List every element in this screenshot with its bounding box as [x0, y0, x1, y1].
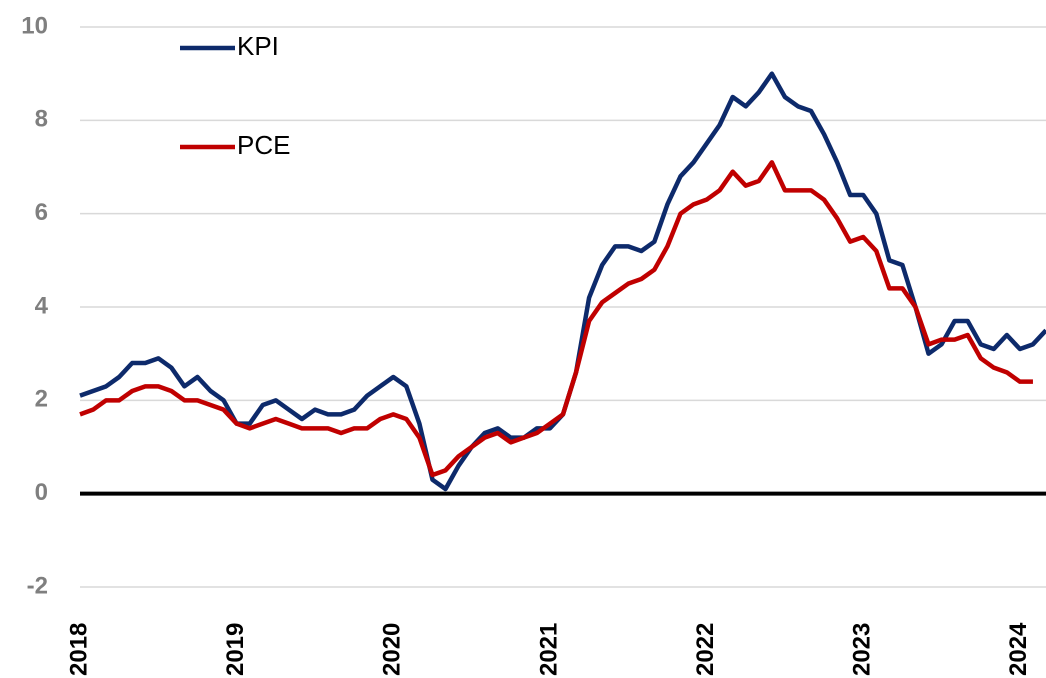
x-tick-label: 2019	[222, 623, 249, 676]
x-tick-label: 2024	[1005, 622, 1032, 676]
y-tick-label: 10	[21, 12, 48, 39]
x-tick-label: 2021	[535, 623, 562, 676]
x-tick-label: 2022	[692, 623, 719, 676]
x-tick-label: 2018	[65, 623, 92, 676]
y-tick-label: -2	[27, 572, 48, 599]
y-tick-label: 2	[35, 386, 48, 413]
x-tick-label: 2020	[379, 623, 406, 676]
y-tick-label: 6	[35, 199, 48, 226]
legend-label: KPI	[237, 31, 279, 61]
x-tick-label: 2023	[849, 623, 876, 676]
series-line	[79, 71, 1046, 492]
legend-label: PCE	[237, 130, 290, 160]
y-tick-label: 4	[35, 292, 49, 319]
y-tick-label: 0	[35, 479, 48, 506]
series-line	[79, 160, 1033, 478]
y-tick-label: 8	[35, 106, 48, 133]
